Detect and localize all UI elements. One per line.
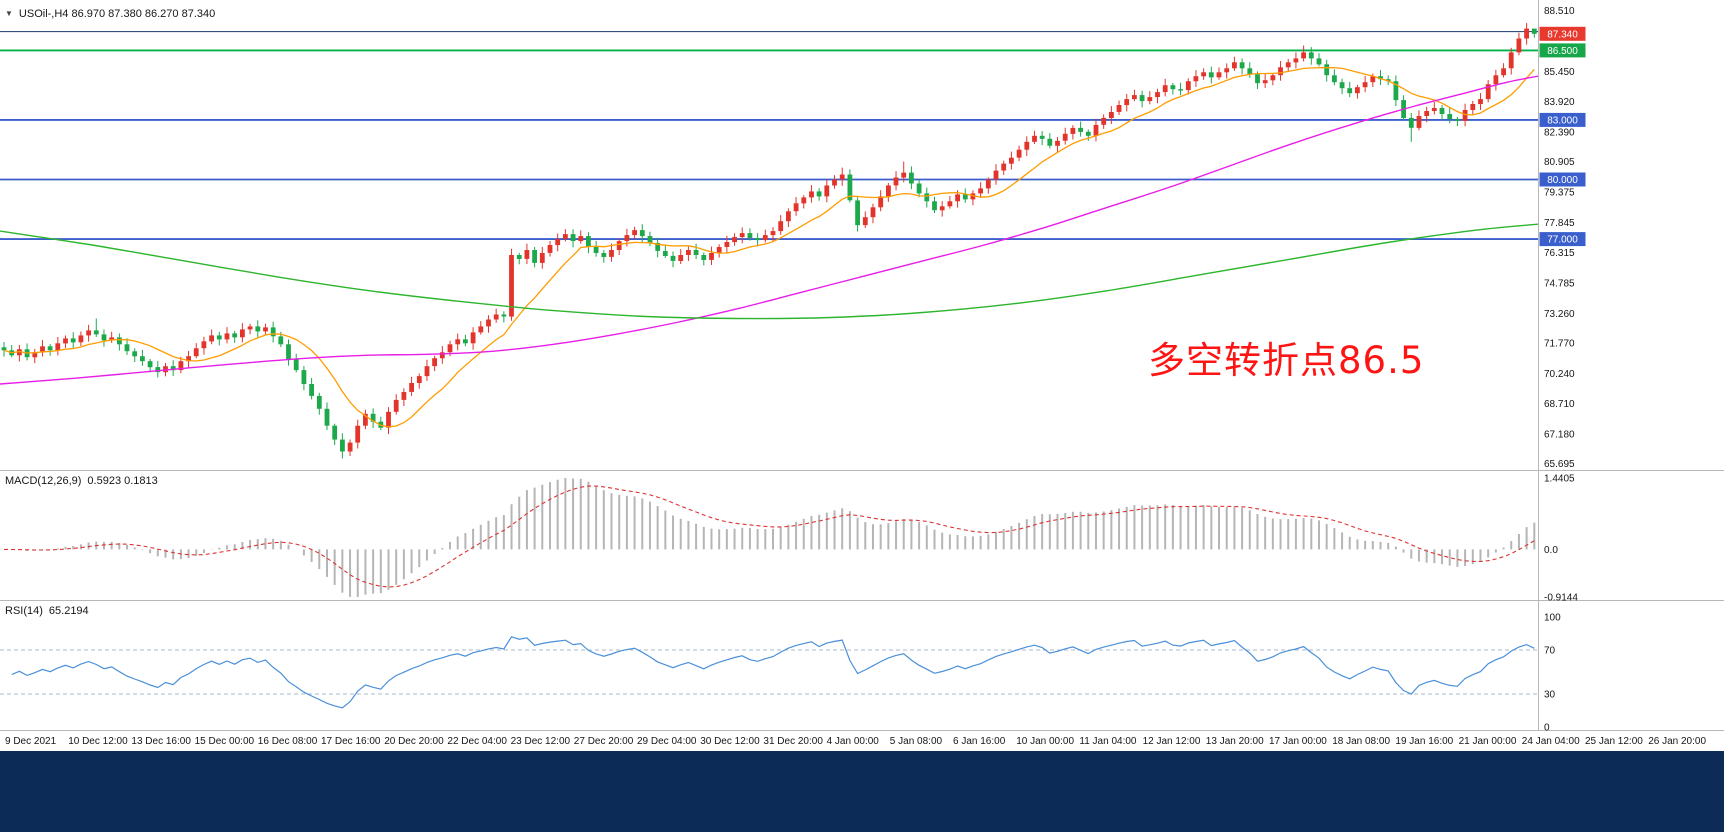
- time-axis-label: 23 Dec 12:00: [511, 736, 571, 747]
- time-axis-label: 17 Dec 16:00: [321, 736, 381, 747]
- turning-point-annotation: 多空转折点86.5: [1148, 339, 1425, 382]
- price-axis-label: 82.390: [1544, 128, 1575, 139]
- time-axis-label: 16 Dec 08:00: [258, 736, 318, 747]
- moving-averages: [0, 66, 1539, 428]
- price-axis-label: 71.770: [1544, 338, 1575, 349]
- price-tag-label: 80.000: [1547, 175, 1578, 186]
- time-axis-label: 4 Jan 00:00: [827, 736, 880, 747]
- rsi-panel: 100 70 30 0: [0, 613, 1561, 734]
- collapse-icon[interactable]: ▼: [5, 9, 13, 18]
- ma-fast-line: [3, 66, 1535, 428]
- time-axis-label: 15 Dec 00:00: [195, 736, 255, 747]
- price-tag-label: 87.340: [1547, 29, 1578, 40]
- time-axis-label: 25 Jan 12:00: [1585, 736, 1643, 747]
- price-tags: 87.340 86.500 83.000 80.000 77.000: [1539, 26, 1586, 247]
- price-axis-label: 76.315: [1544, 248, 1575, 259]
- time-axis-label: 20 Dec 20:00: [384, 736, 444, 747]
- symbol-ohlc-label: USOil-,H4 86.970 87.380 86.270 87.340: [18, 8, 216, 20]
- price-tag-label: 83.000: [1547, 115, 1578, 126]
- rsi-axis-label: 0: [1544, 723, 1550, 734]
- ma-slow-line: [0, 223, 1539, 320]
- price-axis-label: 83.920: [1544, 97, 1575, 108]
- time-axis-label: 12 Jan 12:00: [1143, 736, 1201, 747]
- price-axis-label: 74.785: [1544, 279, 1575, 290]
- rsi-label: RSI(14): [5, 605, 43, 617]
- price-axis-label: 65.695: [1544, 459, 1575, 470]
- price-tag-label: 86.500: [1547, 46, 1578, 57]
- time-axis-label: 31 Dec 20:00: [763, 736, 823, 747]
- time-axis-label: 13 Jan 20:00: [1206, 736, 1264, 747]
- price-axis-label: 73.260: [1544, 309, 1575, 320]
- rsi-value: 65.2194: [48, 605, 89, 617]
- macd-axis-label: 0.0: [1544, 545, 1558, 556]
- time-axis-label: 26 Jan 20:00: [1648, 736, 1706, 747]
- price-axis-label: 68.710: [1544, 399, 1575, 410]
- time-axis-label: 27 Dec 20:00: [574, 736, 634, 747]
- price-tag-label: 77.000: [1547, 235, 1578, 246]
- price-axis-label: 67.180: [1544, 430, 1575, 441]
- macd-axis-label: -0.9144: [1544, 593, 1578, 604]
- price-axis-label: 79.375: [1544, 187, 1575, 198]
- symbol-header: ▼ USOil-,H4 86.970 87.380 86.270 87.340: [5, 8, 215, 20]
- time-axis-label: 29 Dec 04:00: [637, 736, 697, 747]
- time-axis-label: 22 Dec 04:00: [447, 736, 507, 747]
- macd-axis-label: 1.4405: [1544, 474, 1575, 485]
- macd-label: MACD(12,26,9): [5, 475, 82, 487]
- candles: [1, 23, 1537, 459]
- rsi-header: RSI(14) 65.2194: [5, 605, 89, 617]
- time-axis-label: 6 Jan 16:00: [953, 736, 1006, 747]
- price-axis-label: 85.450: [1544, 67, 1575, 78]
- price-axis[interactable]: 88.510 85.450 83.920 82.390 80.905 79.375 77.8…: [1544, 6, 1575, 470]
- time-axis-label: 19 Jan 16:00: [1395, 736, 1453, 747]
- price-axis-label: 70.240: [1544, 369, 1575, 380]
- panel-separators: [0, 0, 1724, 731]
- macd-header: MACD(12,26,9) 0.5923 0.1813: [5, 475, 158, 487]
- macd-panel: 1.4405 0.0 -0.9144: [3, 474, 1578, 604]
- time-axis[interactable]: 9 Dec 2021 10 Dec 12:00 13 Dec 16:00 15 Dec…: [5, 736, 1706, 747]
- time-axis-label: 5 Jan 08:00: [890, 736, 943, 747]
- macd-values: 0.5923 0.1813: [87, 475, 158, 487]
- time-axis-label: 10 Jan 00:00: [1016, 736, 1074, 747]
- price-axis-label: 77.845: [1544, 218, 1575, 229]
- time-axis-label: 24 Jan 04:00: [1522, 736, 1580, 747]
- macd-signal-line: [3, 485, 1535, 588]
- rsi-axis-label: 70: [1544, 646, 1556, 657]
- rsi-axis-label: 30: [1544, 690, 1556, 701]
- rsi-axis-label: 100: [1544, 613, 1561, 624]
- time-axis-label: 13 Dec 16:00: [131, 736, 191, 747]
- time-axis-label: 10 Dec 12:00: [68, 736, 128, 747]
- time-axis-label: 30 Dec 12:00: [700, 736, 760, 747]
- bottom-bar: [0, 751, 1724, 832]
- time-axis-label: 11 Jan 04:00: [1079, 736, 1137, 747]
- price-axis-label: 88.510: [1544, 6, 1575, 17]
- ma-mid-line: [0, 75, 1539, 385]
- time-axis-label: 18 Jan 08:00: [1332, 736, 1390, 747]
- rsi-line: [11, 636, 1535, 709]
- price-axis-label: 80.905: [1544, 157, 1575, 168]
- time-axis-label: 9 Dec 2021: [5, 736, 57, 747]
- horizontal-lines: [0, 30, 1538, 240]
- time-axis-label: 21 Jan 00:00: [1459, 736, 1517, 747]
- time-axis-label: 17 Jan 00:00: [1269, 736, 1327, 747]
